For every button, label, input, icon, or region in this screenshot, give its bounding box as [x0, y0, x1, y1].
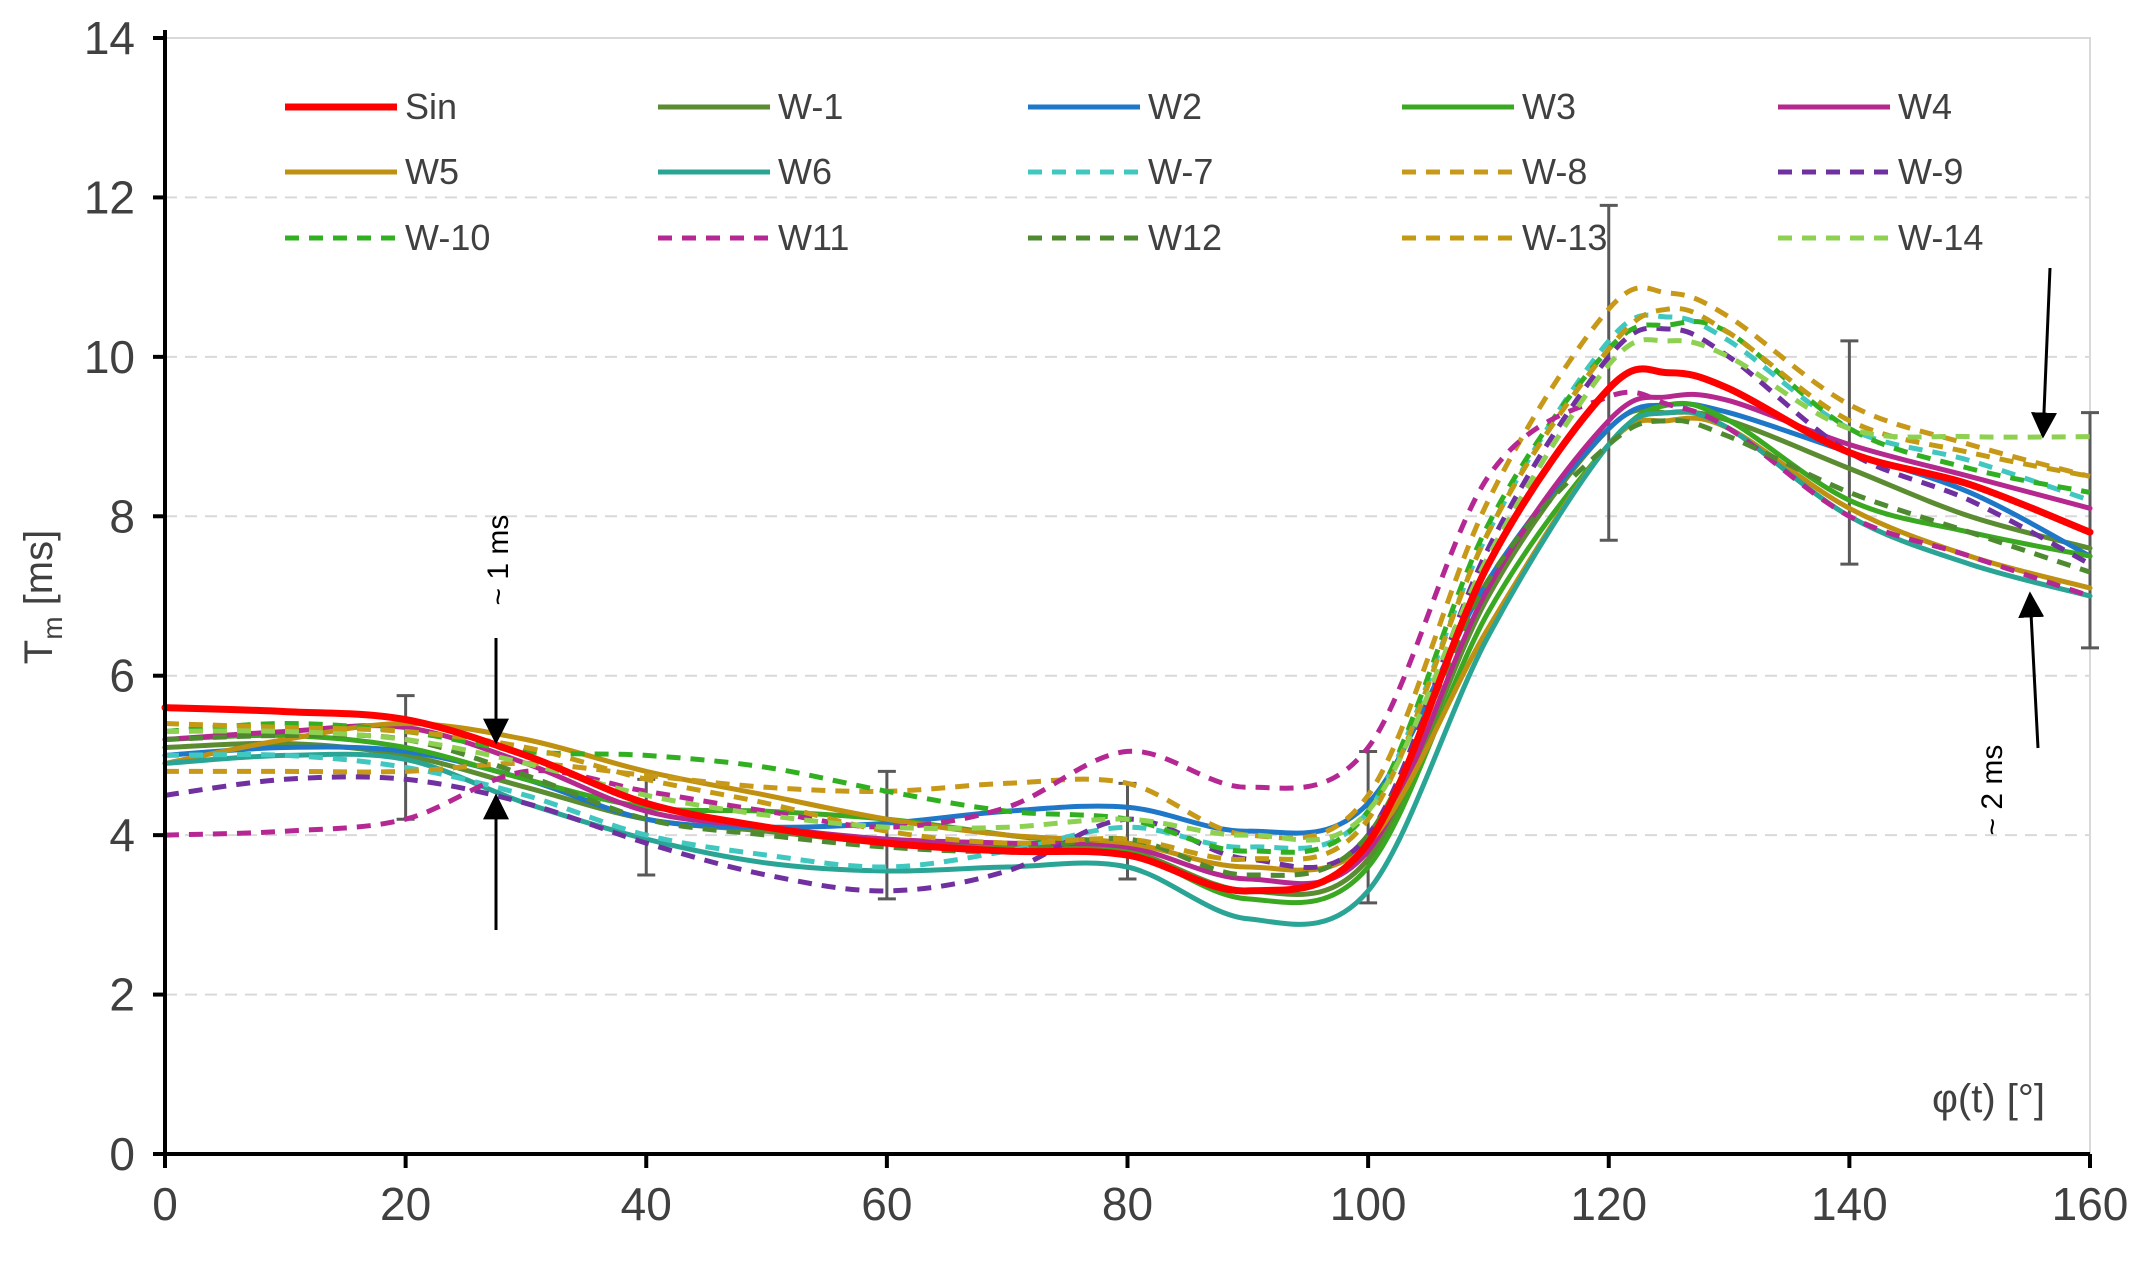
legend-label-w-8: W-8	[1522, 151, 1587, 192]
arrow-up-2ms	[2018, 591, 2045, 749]
series-line-w4	[162, 391, 2093, 887]
series-line-sin	[161, 365, 2094, 895]
y-axis-title-main: T	[17, 640, 61, 664]
arrow-down-2ms	[2030, 267, 2057, 439]
legend-label-w6: W6	[778, 151, 832, 192]
plot-area-border	[164, 37, 2091, 1155]
y-axis-title-unit: [ms]	[17, 530, 61, 617]
series-line-w-14	[164, 337, 2091, 843]
series-line-w-13	[164, 306, 2091, 862]
x-tick-label-0: 0	[152, 1178, 178, 1230]
legend-label-w5: W5	[405, 151, 459, 192]
y-tick-label-0: 0	[109, 1128, 135, 1180]
error-bars	[396, 203, 2099, 905]
y-tick-label-4: 4	[109, 809, 135, 861]
y-tick-label-14: 14	[84, 12, 135, 64]
legend-label-w12: W12	[1148, 217, 1222, 258]
legend-label-w-1: W-1	[778, 86, 843, 127]
legend-label-w-10: W-10	[405, 217, 490, 258]
y-tick-label-2: 2	[109, 969, 135, 1021]
x-tick-label-120: 120	[1570, 1178, 1647, 1230]
y-tick-label-10: 10	[84, 331, 135, 383]
y-axis-title-sub: m	[37, 616, 68, 639]
y-axis-title: Tm [ms]	[17, 530, 68, 664]
annotation-2ms: ~ 2 ms	[1976, 267, 2057, 836]
x-tick-label-20: 20	[380, 1178, 431, 1230]
legend-label-w-9: W-9	[1898, 151, 1963, 192]
annotation-1ms-label: ~ 1 ms	[482, 515, 515, 606]
legend-label-w-14: W-14	[1898, 217, 1983, 258]
x-tick-labels: 0 20 40 60 80 100 120 140 160	[152, 1154, 2128, 1230]
annotation-2ms-label: ~ 2 ms	[1976, 745, 2009, 836]
series-line-w-8	[165, 285, 2091, 841]
y-tick-label-8: 8	[109, 490, 135, 542]
series-lines	[161, 285, 2094, 927]
series-line-w3	[162, 400, 2093, 906]
legend-label-sin: Sin	[405, 86, 457, 127]
x-tick-label-160: 160	[2052, 1178, 2129, 1230]
legend-label-w-7: W-7	[1148, 151, 1213, 192]
x-tick-label-80: 80	[1102, 1178, 1153, 1230]
legend: Sin W-1 W2 W3 W4 W5 W6 W-7 W-8 W-9 W-10 W11 W12 W-13 W…	[285, 86, 1983, 258]
y-tick-label-12: 12	[84, 171, 135, 223]
x-tick-label-40: 40	[621, 1178, 672, 1230]
series-line-w-9	[164, 325, 2092, 894]
legend-label-w4: W4	[1898, 86, 1952, 127]
series-line-w11	[164, 389, 2091, 838]
annotation-1ms: ~ 1 ms	[482, 515, 515, 930]
x-tick-label-100: 100	[1330, 1178, 1407, 1230]
x-tick-label-140: 140	[1811, 1178, 1888, 1230]
axes	[163, 30, 2090, 1156]
legend-label-w2: W2	[1148, 86, 1202, 127]
x-tick-label-60: 60	[861, 1178, 912, 1230]
series-line-w-7	[164, 312, 2091, 870]
legend-label-w-13: W-13	[1522, 217, 1607, 258]
legend-label-w3: W3	[1522, 86, 1576, 127]
series-line-w12	[164, 417, 2091, 878]
y-tick-labels: 0 2 4 6 8 10 12 14	[84, 12, 165, 1180]
x-axis-title: φ(t) [°]	[1932, 1077, 2045, 1121]
y-tick-label-6: 6	[109, 650, 135, 702]
legend-label-w11: W11	[778, 217, 849, 258]
